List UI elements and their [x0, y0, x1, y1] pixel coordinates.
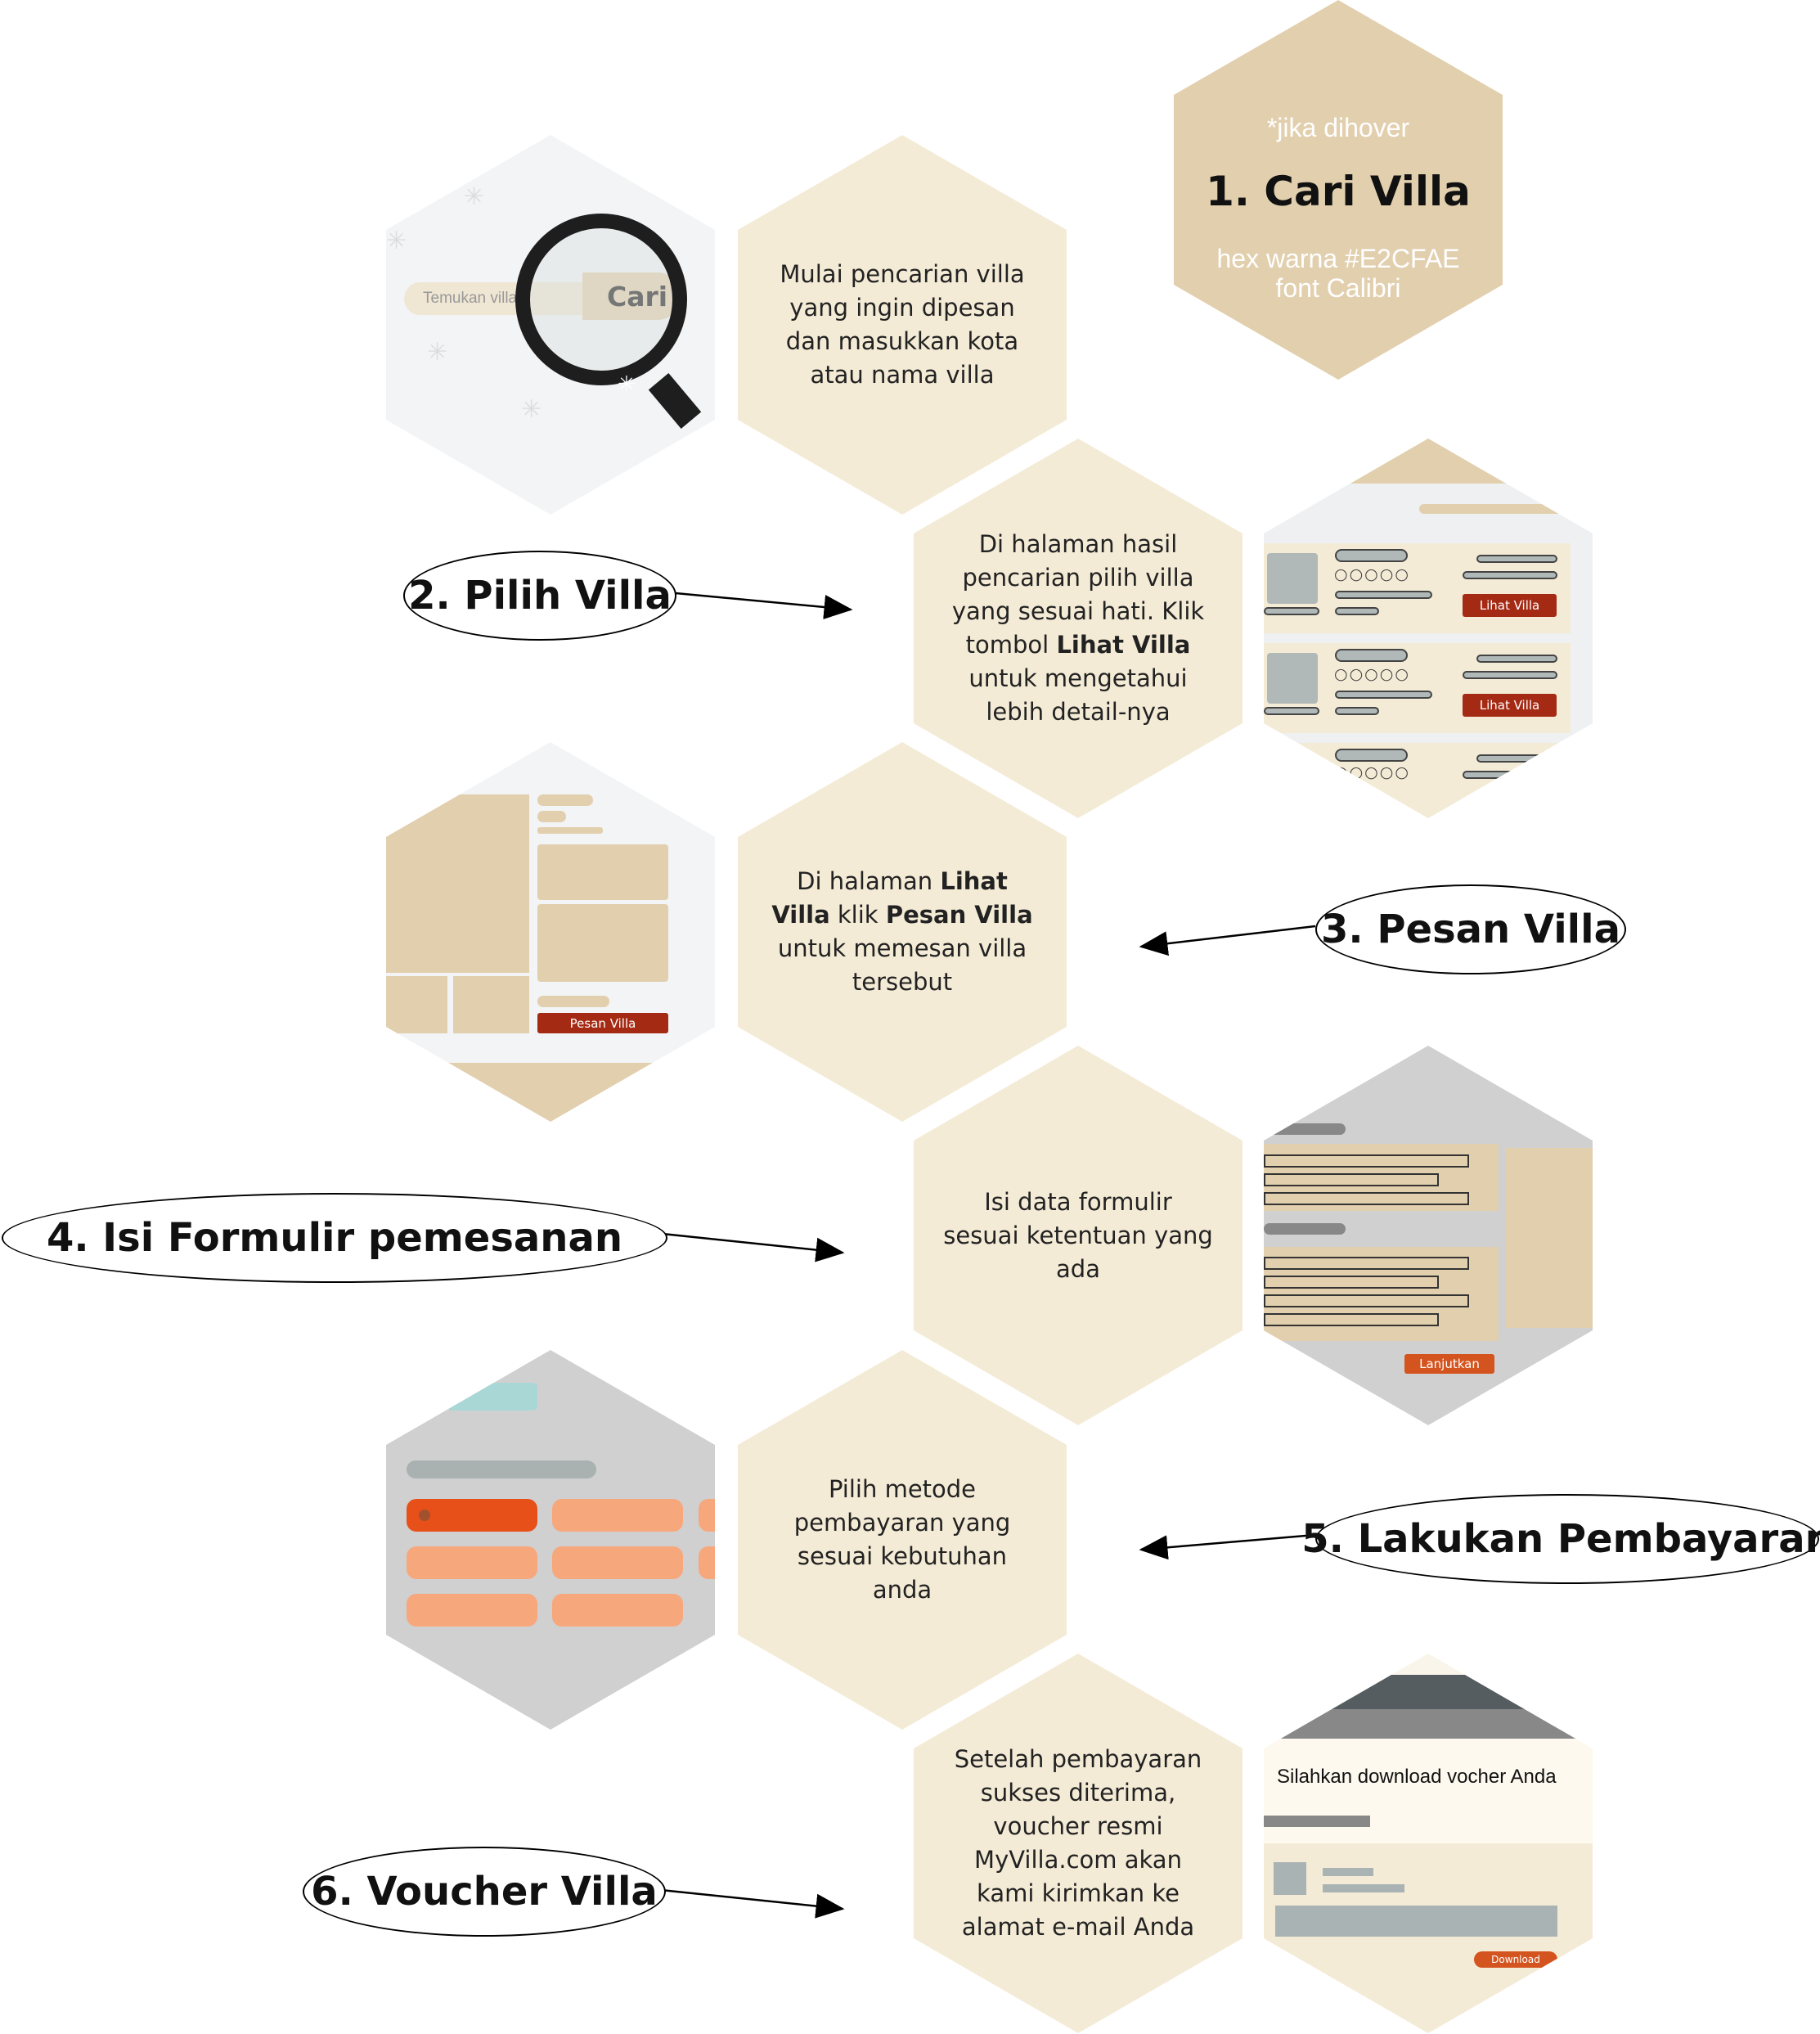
- payment-illustration-hex: [386, 1350, 715, 1730]
- form-field[interactable]: [1264, 1313, 1439, 1326]
- step4-desc: Isi data formulir sesuai ketentuan yang …: [943, 1187, 1213, 1283]
- lanjutkan-button[interactable]: Lanjutkan: [1404, 1354, 1494, 1374]
- lihat-villa-button[interactable]: Lihat Villa: [1463, 694, 1557, 717]
- legend-title: 1. Cari Villa: [1206, 168, 1471, 215]
- result-line: [1335, 607, 1379, 615]
- result-price-line: [1476, 655, 1557, 663]
- sparkle-icon: ✳: [618, 372, 636, 397]
- radio-selected-icon: [419, 1510, 430, 1521]
- detail-main-photo: [386, 794, 529, 973]
- result-line: [1264, 707, 1319, 715]
- step2-desc: Di halaman hasil pencarian pilih villa y…: [951, 530, 1205, 726]
- detail-subtitle-bar: [537, 811, 566, 822]
- snowflake-icon: ✳: [386, 227, 407, 255]
- detail-title-bar: [537, 794, 593, 806]
- arrow-step6: [660, 1888, 845, 1919]
- payment-method-option[interactable]: [552, 1594, 683, 1627]
- payment-method-option[interactable]: [407, 1594, 537, 1627]
- result-line: [1335, 591, 1432, 599]
- step5-desc: Pilih metode pembayaran yang sesuai kebu…: [793, 1475, 1011, 1604]
- legend-note: *jika dihover: [1266, 113, 1410, 142]
- result-thumb: [1267, 553, 1318, 604]
- detail-line: [537, 827, 603, 834]
- arrow-step5: [1139, 1533, 1316, 1560]
- payment-method-option[interactable]: [552, 1546, 683, 1579]
- step3-desc: Di halaman Lihat Villa klik Pesan Villa …: [771, 867, 1033, 996]
- voucher-line: [1323, 1868, 1373, 1876]
- voucher-thumb: [1274, 1862, 1306, 1895]
- result-line: [1264, 607, 1319, 615]
- search-input-placeholder: Temukan villa: [423, 290, 518, 307]
- step5-label: 5. Lakukan Pembayaran: [1301, 1494, 1820, 1584]
- snowflake-icon: ✳: [464, 182, 485, 211]
- form-sidebar: [1506, 1148, 1593, 1328]
- snowflake-icon: ✳: [427, 338, 448, 367]
- result-line: [1335, 707, 1379, 715]
- legend-font-line: font Calibri: [1275, 273, 1401, 303]
- form-field[interactable]: [1264, 1192, 1469, 1205]
- step5-desc-hex: Pilih metode pembayaran yang sesuai kebu…: [738, 1350, 1067, 1730]
- form-illustration-hex: Lanjutkan: [1264, 1046, 1593, 1425]
- download-button[interactable]: Download: [1474, 1951, 1557, 1968]
- result-thumb: [1267, 653, 1318, 704]
- form-field[interactable]: [1264, 1294, 1469, 1307]
- payment-method-option[interactable]: [699, 1499, 715, 1532]
- detail-price-bar: [537, 996, 609, 1007]
- rating-stars: ○○○○○: [1334, 565, 1410, 583]
- result-title-bar: [1335, 749, 1408, 762]
- result-price-line: [1463, 571, 1557, 579]
- payment-method-option[interactable]: [552, 1499, 683, 1532]
- payment-title-bar: [407, 1460, 596, 1478]
- voucher-title: Silahkan download vocher Anda: [1277, 1766, 1557, 1788]
- detail-photo: [453, 976, 529, 1033]
- step4-label: 4. Isi Formulir pemesanan: [2, 1193, 667, 1283]
- form-field[interactable]: [1264, 1173, 1439, 1186]
- detail-info-box: [537, 904, 668, 982]
- pesan-villa-button[interactable]: Pesan Villa: [537, 1013, 668, 1033]
- payment-method-option[interactable]: [699, 1546, 715, 1579]
- step1-desc: Mulai pencarian villa yang ingin dipesan…: [780, 260, 1025, 389]
- payment-method-option[interactable]: [407, 1546, 537, 1579]
- results-bar: [1419, 504, 1575, 514]
- envelope-band: [1280, 1709, 1576, 1739]
- rating-stars: ○○○○○: [1334, 665, 1410, 683]
- result-title-bar: [1335, 649, 1408, 662]
- arrow-step3: [1139, 925, 1316, 956]
- lihat-villa-button[interactable]: Lihat Villa: [1463, 594, 1557, 617]
- form-field[interactable]: [1264, 1257, 1469, 1270]
- form-field[interactable]: [1264, 1276, 1439, 1289]
- result-line: [1335, 691, 1432, 699]
- legend-hex: *jika dihover 1. Cari Villa hex warna #E…: [1174, 0, 1503, 380]
- legend-hex-line: hex warna #E2CFAE: [1216, 244, 1460, 273]
- step3-label: 3. Pesan Villa: [1315, 884, 1626, 974]
- search-illustration-hex: ✳ ✳ ✳ ✳ Temukan villa Cari ✳: [386, 135, 715, 515]
- snowflake-icon: ✳: [521, 395, 542, 424]
- step2-label: 2. Pilih Villa: [403, 551, 676, 641]
- detail-info-box: [537, 844, 668, 900]
- result-price-line: [1476, 555, 1557, 563]
- result-title-bar: [1335, 549, 1408, 562]
- step6-label: 6. Voucher Villa: [303, 1847, 666, 1937]
- step4-desc-hex: Isi data formulir sesuai ketentuan yang …: [914, 1046, 1243, 1425]
- arrow-step4: [662, 1232, 845, 1262]
- form-field[interactable]: [1264, 1154, 1469, 1168]
- arrow-step2: [675, 592, 853, 619]
- detail-photo: [386, 976, 447, 1033]
- result-price-line: [1463, 671, 1557, 679]
- step6-desc: Setelah pembayaran sukses diterima, vouc…: [954, 1745, 1202, 1941]
- voucher-line: [1323, 1884, 1404, 1892]
- voucher-subline: [1264, 1816, 1370, 1827]
- voucher-bar: [1275, 1906, 1557, 1937]
- form-section-heading: [1264, 1223, 1346, 1235]
